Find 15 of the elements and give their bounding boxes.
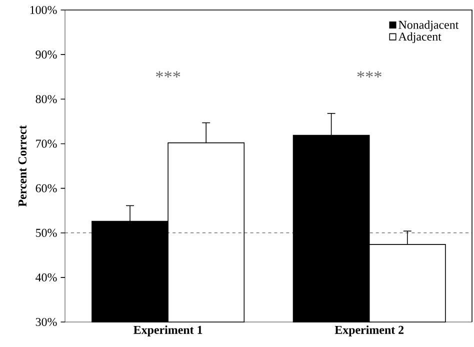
annotation: *** <box>357 71 382 78</box>
y-tick-label: 50% <box>36 228 57 237</box>
y-tick-label: 40% <box>36 273 57 282</box>
x-tick-label: Experiment 2 <box>334 326 404 336</box>
y-tick-label: 70% <box>36 140 57 148</box>
legend-label: Adjacent <box>398 32 442 44</box>
legend-label: Nonadjacent <box>398 20 459 32</box>
y-tick-label: 100% <box>30 6 57 14</box>
annotation: *** <box>156 71 180 78</box>
y-tick-label: 90% <box>36 50 57 59</box>
y-axis-title: Percent Correct <box>18 125 26 207</box>
x-tick-label: Experiment 1 <box>134 326 202 336</box>
y-tick-label: 80% <box>36 95 57 104</box>
y-tick-label: 30% <box>36 318 57 326</box>
y-tick-label: 60% <box>36 184 57 192</box>
